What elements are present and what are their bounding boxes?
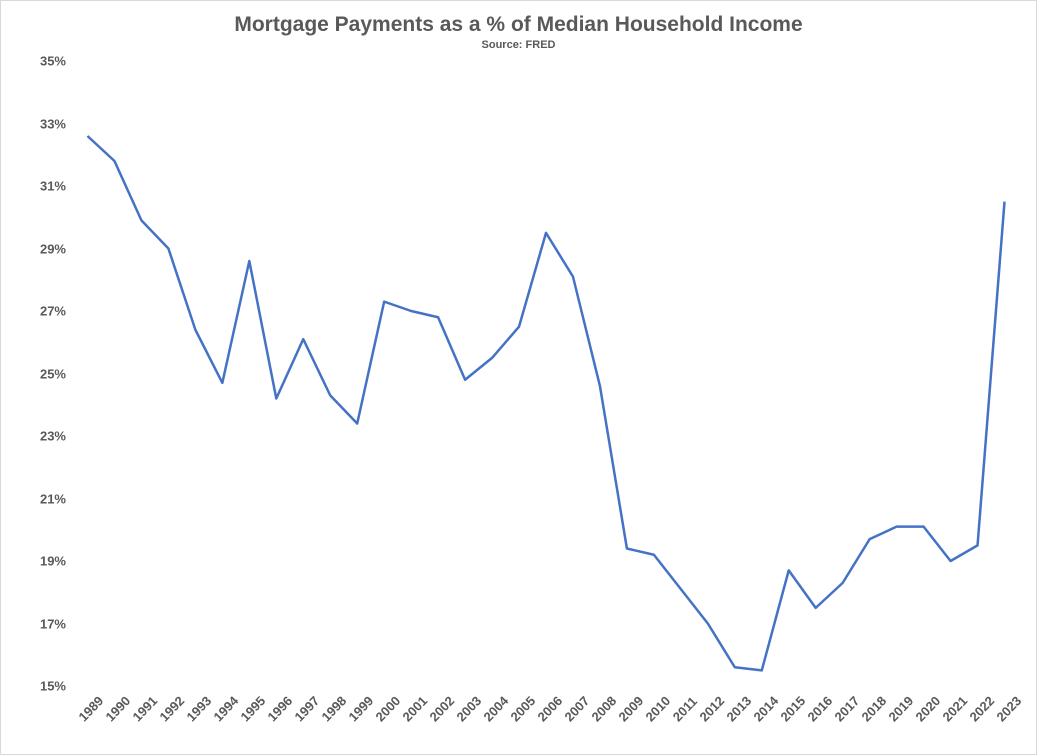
x-tick-label: 2007 [561, 693, 592, 724]
x-tick-label: 2001 [400, 693, 431, 724]
x-tick-label: 2002 [427, 693, 458, 724]
x-tick-label: 2020 [912, 693, 943, 724]
x-tick-label: 2019 [885, 693, 916, 724]
x-tick-label: 1992 [157, 693, 188, 724]
x-tick-label: 2022 [966, 693, 997, 724]
chart-container: Mortgage Payments as a % of Median House… [0, 0, 1037, 755]
x-tick-label: 2012 [696, 693, 727, 724]
y-tick-label: 15% [40, 679, 74, 694]
x-tick-label: 2006 [534, 693, 565, 724]
x-tick-label: 1993 [184, 693, 215, 724]
x-tick-label: 1990 [103, 693, 134, 724]
line-path [87, 136, 1004, 670]
x-tick-label: 2015 [777, 693, 808, 724]
y-tick-label: 17% [40, 616, 74, 631]
y-tick-label: 23% [40, 429, 74, 444]
x-tick-label: 1996 [265, 693, 296, 724]
x-tick-label: 1999 [346, 693, 377, 724]
x-tick-label: 2014 [750, 693, 781, 724]
x-tick-label: 1998 [319, 693, 350, 724]
y-tick-label: 27% [40, 304, 74, 319]
x-tick-label: 2009 [615, 693, 646, 724]
x-tick-label: 2021 [939, 693, 970, 724]
y-tick-label: 31% [40, 179, 74, 194]
y-tick-label: 29% [40, 241, 74, 256]
y-tick-label: 19% [40, 554, 74, 569]
chart-title: Mortgage Payments as a % of Median House… [1, 13, 1036, 37]
x-tick-label: 1994 [211, 693, 242, 724]
x-tick-label: 2010 [642, 693, 673, 724]
x-tick-label: 2003 [454, 693, 485, 724]
line-series [74, 61, 1018, 686]
x-tick-label: 2018 [858, 693, 889, 724]
x-tick-label: 1997 [292, 693, 323, 724]
x-tick-label: 2013 [723, 693, 754, 724]
x-tick-label: 2016 [804, 693, 835, 724]
chart-subtitle: Source: FRED [1, 39, 1036, 51]
x-tick-label: 2017 [831, 693, 862, 724]
x-tick-label: 2023 [993, 693, 1024, 724]
y-tick-label: 25% [40, 366, 74, 381]
x-tick-label: 2005 [507, 693, 538, 724]
y-tick-label: 33% [40, 116, 74, 131]
x-tick-label: 1995 [238, 693, 269, 724]
x-tick-label: 1989 [76, 693, 107, 724]
x-tick-label: 2000 [373, 693, 404, 724]
x-tick-label: 1991 [130, 693, 161, 724]
y-tick-label: 35% [40, 54, 74, 69]
x-tick-label: 2004 [480, 693, 511, 724]
y-tick-label: 21% [40, 491, 74, 506]
plot-area: 15%17%19%21%23%25%27%29%31%33%35% 198919… [74, 61, 1018, 686]
x-tick-label: 2008 [588, 693, 619, 724]
x-tick-label: 2011 [670, 694, 700, 725]
